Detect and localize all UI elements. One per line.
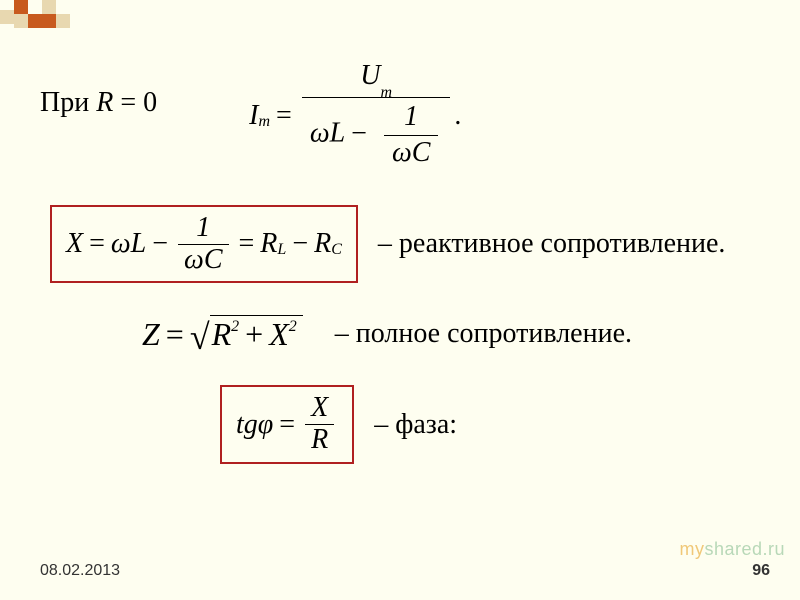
equation-reactive: X = ωL − 1 ωC = RL − RC [50,205,358,284]
footer-page: 96 [752,562,770,580]
row-condition: При R = 0 Im = Um ωL− 1 ωC . [40,55,760,177]
watermark: myshared.ru [679,539,785,560]
equation-phase: tgφ = X R [220,385,354,464]
equation-current: Im = Um ωL− 1 ωC . [237,55,473,177]
label-phase: – фаза: [374,409,457,441]
condition-text: При R = 0 [40,87,157,119]
row-reactive: X = ωL − 1 ωC = RL − RC – реактивное соп… [50,205,760,284]
sqrt-icon: √ R2 + X2 [190,315,303,353]
equation-impedance: Z = √ R2 + X2 [130,311,315,357]
corner-decoration [0,0,80,40]
label-impedance: – полное сопротивление. [335,318,632,350]
slide-content: При R = 0 Im = Um ωL− 1 ωC . X = ωL [40,55,760,492]
label-reactive: – реактивное сопротивление. [378,228,726,260]
row-phase: tgφ = X R – фаза: [220,385,760,464]
row-impedance: Z = √ R2 + X2 – полное сопротивление. [130,311,760,357]
footer-date: 08.02.2013 [40,562,120,580]
